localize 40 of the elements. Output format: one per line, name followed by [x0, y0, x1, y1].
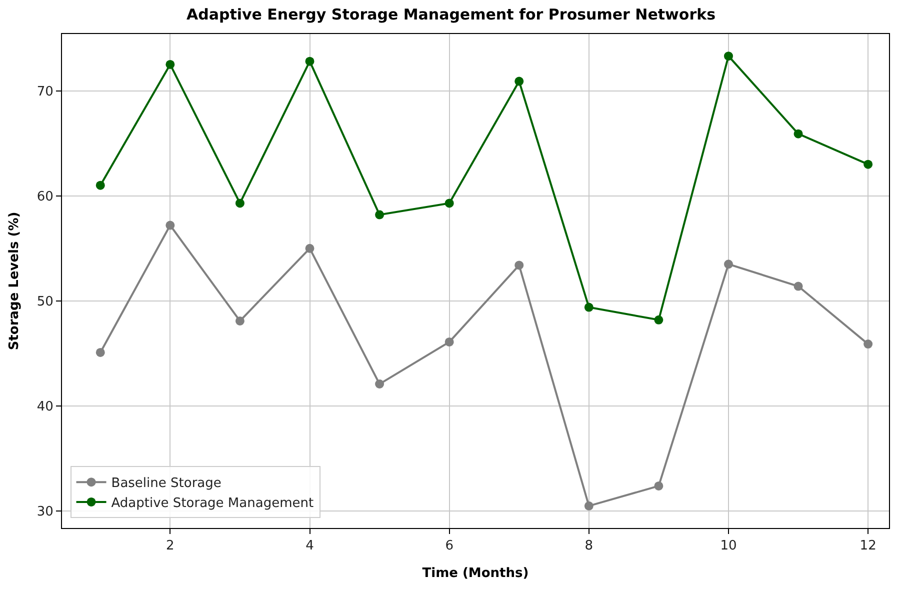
y-tick-label: 60	[36, 189, 54, 204]
point	[305, 56, 314, 66]
point	[375, 380, 384, 388]
point	[166, 60, 175, 69]
point	[864, 340, 873, 349]
x-tick-label: 6	[445, 538, 454, 554]
point	[584, 302, 594, 312]
point	[514, 76, 524, 86]
point	[375, 210, 384, 220]
y-tick-label: 50	[36, 294, 54, 310]
y-tick-label: 40	[36, 400, 54, 415]
point	[794, 129, 803, 138]
point	[864, 160, 873, 169]
point	[96, 348, 105, 357]
point	[235, 198, 244, 208]
point	[654, 481, 664, 490]
point	[96, 180, 105, 190]
point	[305, 244, 314, 253]
point	[584, 501, 594, 510]
chart-title: Adaptive Energy Storage Management for Prosumer Networks	[186, 5, 716, 24]
y-axis-title: Storage Levels (%)	[6, 212, 22, 350]
point	[444, 198, 454, 208]
x-axis-title: Time (Months)	[422, 566, 529, 582]
point	[166, 220, 175, 230]
x-tick-label: 2	[166, 538, 174, 554]
legend-label: Adaptive Storage Management	[111, 496, 314, 512]
point	[514, 260, 524, 270]
y-tick-label: 30	[36, 504, 54, 520]
x-tick-label: 4	[306, 538, 314, 554]
x-tick-label: 8	[584, 538, 594, 554]
point	[654, 315, 664, 324]
x-tick-label: 12	[860, 538, 876, 554]
point	[724, 52, 733, 61]
point	[235, 316, 244, 326]
legend-label: Baseline Storage	[111, 476, 222, 492]
x-tick-label: 10	[720, 538, 737, 554]
y-tick-label: 70	[36, 84, 54, 100]
point	[794, 282, 803, 291]
point	[724, 260, 733, 269]
point	[444, 337, 454, 346]
